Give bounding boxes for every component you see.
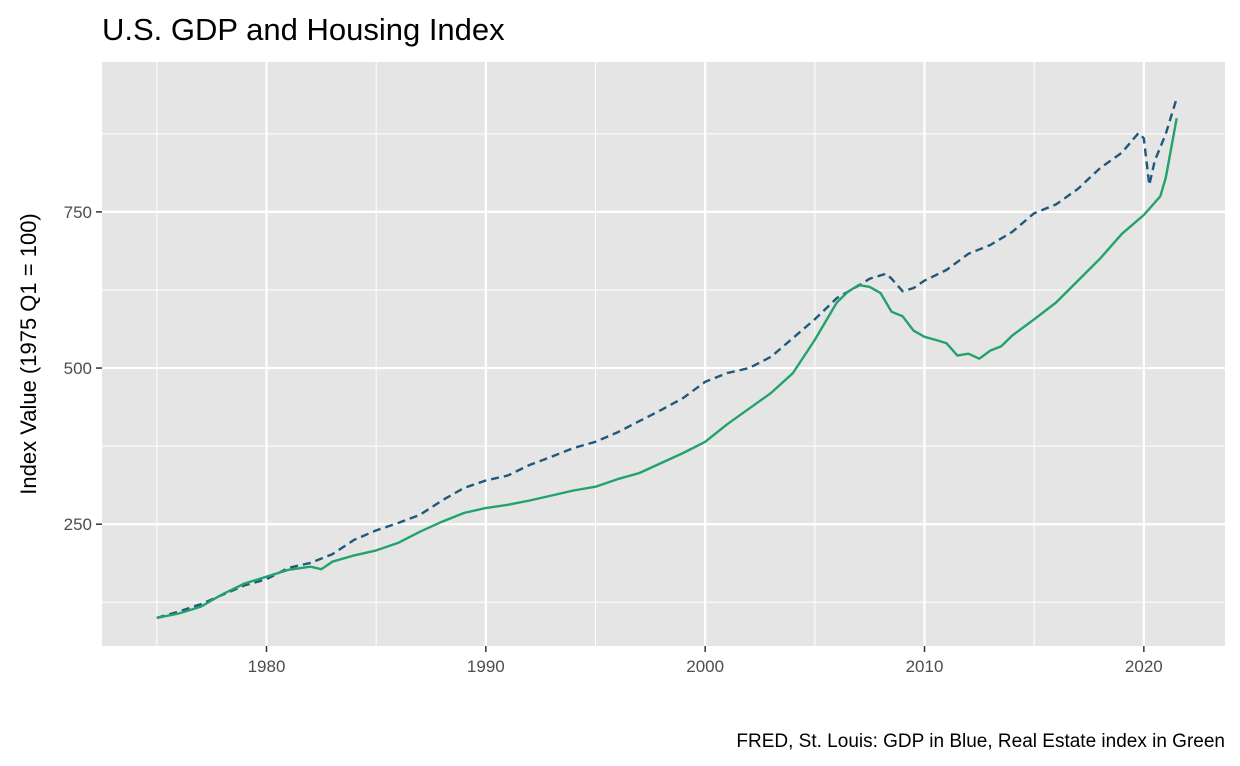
axis-layer: 1980 1990 2000 2010 2020 250 500 750: [64, 203, 1163, 676]
y-tick-label: 750: [64, 203, 92, 222]
housing-series-line: [156, 117, 1178, 620]
minor-gridlines: [102, 62, 1225, 646]
major-gridlines: [102, 62, 1225, 646]
series-layer: [156, 97, 1178, 620]
gdp-series-line: [156, 97, 1178, 620]
y-tick-label: 500: [64, 359, 92, 378]
x-tick-label: 2000: [686, 657, 724, 676]
y-axis-title: Index Value (1975 Q1 = 100): [16, 213, 41, 495]
plot-panel: [102, 62, 1225, 646]
chart-title: U.S. GDP and Housing Index: [102, 12, 505, 47]
y-tick-label: 250: [64, 515, 92, 534]
x-tick-label: 1980: [248, 657, 286, 676]
chart-caption: FRED, St. Louis: GDP in Blue, Real Estat…: [736, 731, 1225, 752]
x-tick-label: 1990: [467, 657, 505, 676]
x-tick-label: 2010: [906, 657, 944, 676]
x-tick-label: 2020: [1125, 657, 1163, 676]
